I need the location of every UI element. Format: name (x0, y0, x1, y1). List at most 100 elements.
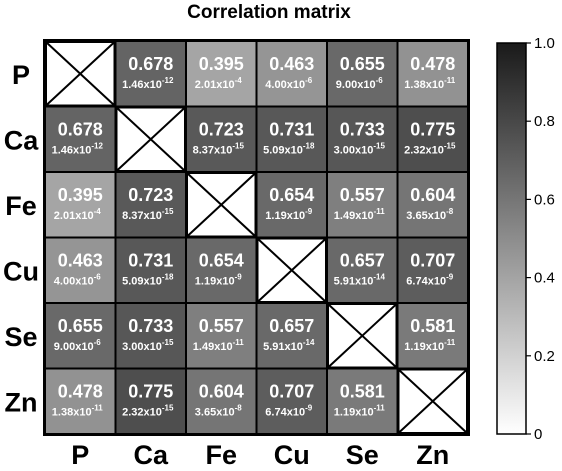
cell-p-value-label: 1.46x10-12 (122, 76, 174, 91)
heatmap-cell (328, 238, 397, 302)
heatmap-cell (328, 369, 397, 433)
row-label: Fe (5, 191, 37, 221)
p-value-exponent: -11 (233, 338, 245, 347)
p-value-exponent: -4 (94, 207, 102, 216)
p-value-exponent: -11 (374, 207, 386, 216)
p-value-mantissa: 4.00x10 (265, 79, 305, 91)
cell-value-label: 0.604 (199, 382, 244, 402)
cell-p-value-label: 5.09x10-18 (122, 273, 174, 288)
heatmap-cell (116, 369, 185, 433)
diagonal-cross-line (397, 368, 468, 434)
p-value-exponent: -8 (446, 207, 454, 216)
cell-p-value-label: 8.37x10-15 (122, 207, 174, 222)
p-value-exponent: -12 (91, 142, 103, 151)
row-label: Cu (3, 256, 39, 286)
colorbar-tick-label: 0.2 (534, 348, 555, 365)
heatmap-cell (46, 238, 115, 302)
cell-p-value-label: 1.38x10-11 (52, 404, 103, 419)
p-value-exponent: -18 (162, 273, 174, 282)
cell-value-label: 0.707 (269, 382, 314, 402)
p-value-mantissa: 6.74x10 (265, 407, 305, 419)
p-value-mantissa: 3.00x10 (122, 341, 162, 353)
p-value-mantissa: 1.19x10 (265, 210, 305, 222)
cell-p-value-label: 3.65x10-8 (195, 404, 242, 419)
heatmap-cell (398, 238, 467, 302)
heatmap-cell (257, 369, 326, 433)
p-value-mantissa: 2.32x10 (122, 407, 162, 419)
p-value-exponent: -9 (446, 273, 454, 282)
cell-p-value-label: 1.49x10-11 (193, 338, 244, 353)
colorbar-ticks: 0 0.2 0.4 0.6 0.8 1.0 (526, 35, 555, 443)
p-value-exponent: -9 (235, 273, 243, 282)
colorbar-tick-label: 0 (534, 426, 542, 443)
cell-p-value-label: 1.19x10-9 (195, 273, 242, 288)
cell-p-value-label: 4.00x10-6 (54, 273, 101, 288)
diagonal-cross-line (115, 106, 186, 172)
cell-value-label: 0.478 (410, 54, 455, 74)
p-value-exponent: -6 (305, 76, 313, 85)
heatmap-cell (398, 173, 467, 237)
p-value-exponent: -6 (94, 338, 102, 347)
p-value-exponent: -12 (162, 76, 174, 85)
cell-value-label: 0.723 (199, 120, 244, 140)
p-value-mantissa: 4.00x10 (54, 276, 94, 288)
row-label: P (12, 60, 30, 90)
diagonal-cross-line (45, 41, 116, 107)
cell-p-value-label: 2.01x10-4 (54, 207, 101, 222)
cell-value-label: 0.678 (128, 54, 173, 74)
colorbar: 0 0.2 0.4 0.6 0.8 1.0 (496, 35, 555, 443)
row-labels: P Ca Fe Cu Se Zn (3, 60, 39, 418)
column-label: Se (346, 440, 379, 470)
cell-p-value-label: 9.00x10-6 (54, 338, 101, 353)
heatmap-cell (328, 107, 397, 171)
diagonal-cross-line (186, 172, 257, 238)
cell-p-value-label: 3.00x10-15 (334, 142, 386, 157)
cell-value-label: 0.731 (128, 251, 173, 271)
heatmap-cell (257, 304, 326, 368)
heatmap-cell (116, 173, 185, 237)
p-value-mantissa: 1.19x10 (404, 341, 444, 353)
heatmap-cell (187, 238, 256, 302)
p-value-exponent: -11 (92, 404, 104, 413)
p-value-exponent: -6 (94, 273, 102, 282)
colorbar-tick-label: 0.4 (534, 270, 555, 287)
p-value-mantissa: 3.65x10 (406, 210, 446, 222)
cell-p-value-label: 1.49x10-11 (334, 207, 385, 222)
colorbar-tick-label: 1.0 (534, 35, 555, 52)
p-value-exponent: -15 (162, 338, 174, 347)
p-value-mantissa: 2.32x10 (404, 145, 444, 157)
p-value-exponent: -11 (374, 404, 386, 413)
p-value-exponent: -15 (162, 207, 174, 216)
cell-value-label: 0.775 (128, 382, 173, 402)
cell-p-value-label: 8.37x10-15 (193, 142, 245, 157)
cell-p-value-label: 3.65x10-8 (406, 207, 453, 222)
cell-p-value-label: 4.00x10-6 (265, 76, 312, 91)
cell-value-label: 0.723 (128, 185, 173, 205)
heatmap-cell (116, 42, 185, 106)
heatmap-cell (187, 42, 256, 106)
cell-value-label: 0.655 (340, 54, 385, 74)
cell-p-value-label: 5.91x10-14 (334, 273, 386, 288)
p-value-exponent: -9 (305, 207, 313, 216)
cell-value-label: 0.463 (269, 54, 314, 74)
cell-value-label: 0.678 (58, 120, 103, 140)
heatmap-cell (257, 42, 326, 106)
cell-value-label: 0.463 (58, 251, 103, 271)
diagonal-cross-line (256, 237, 327, 303)
diagonal-cross-line (327, 303, 398, 369)
colorbar-tick-label: 0.8 (534, 113, 555, 130)
p-value-mantissa: 1.49x10 (193, 341, 233, 353)
p-value-mantissa: 1.49x10 (334, 210, 374, 222)
cell-value-label: 0.657 (340, 251, 385, 271)
p-value-mantissa: 8.37x10 (193, 145, 233, 157)
p-value-mantissa: 5.09x10 (122, 276, 162, 288)
p-value-mantissa: 1.19x10 (334, 407, 374, 419)
row-label: Ca (4, 125, 39, 155)
p-value-mantissa: 1.46x10 (52, 145, 92, 157)
cell-value-label: 0.557 (340, 185, 385, 205)
p-value-exponent: -15 (444, 142, 456, 151)
p-value-mantissa: 5.91x10 (263, 341, 303, 353)
p-value-mantissa: 9.00x10 (54, 341, 94, 353)
cell-p-value-label: 5.09x10-18 (263, 142, 315, 157)
cell-value-label: 0.557 (199, 316, 244, 336)
